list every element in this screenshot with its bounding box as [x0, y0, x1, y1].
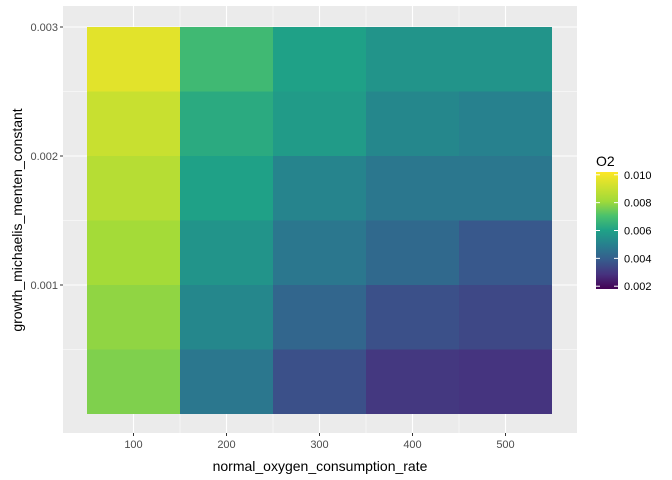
heatmap-tile [87, 220, 180, 285]
heatmap-tile [366, 349, 459, 414]
heatmap-tile [459, 156, 552, 221]
x-axis-title: normal_oxygen_consumption_rate [213, 458, 428, 474]
heatmap-tile [87, 349, 180, 414]
heatmap-tile [459, 220, 552, 285]
x-tick-label: 200 [217, 439, 235, 451]
legend-tick-label: 0.002 [624, 281, 652, 293]
heatmap-tile [180, 91, 273, 156]
heatmap-tile [273, 285, 366, 350]
heatmap-tile [273, 27, 366, 92]
heatmap-tile [273, 220, 366, 285]
heatmap-tile [180, 220, 273, 285]
y-tick-label: 0.002 [30, 151, 58, 163]
legend-tick-label: 0.004 [624, 253, 652, 265]
heatmap-tile [366, 285, 459, 350]
heatmap-tile [180, 27, 273, 92]
legend-tick-label: 0.008 [624, 198, 652, 210]
legend-colorbar [596, 172, 618, 289]
heatmap-tile [273, 91, 366, 156]
heatmap-tile [366, 91, 459, 156]
heatmap-tile [180, 285, 273, 350]
y-tick-label: 0.003 [30, 22, 58, 34]
y-tick-label: 0.001 [30, 280, 58, 292]
heatmap-tile [87, 156, 180, 221]
legend-title: O2 [596, 153, 615, 169]
heatmap-tiles [87, 27, 552, 414]
heatmap-tile [87, 91, 180, 156]
heatmap-tile [87, 285, 180, 350]
heatmap-tile [273, 349, 366, 414]
heatmap-tile [459, 91, 552, 156]
heatmap-tile [180, 156, 273, 221]
heatmap-tile [180, 349, 273, 414]
heatmap-tile [87, 27, 180, 92]
heatmap-tile [459, 285, 552, 350]
x-tick-label: 100 [124, 439, 142, 451]
legend-tick-label: 0.006 [624, 226, 652, 238]
legend-ticks: 0.010 0.008 0.006 0.004 0.002 [596, 170, 652, 293]
x-tick-label: 400 [403, 439, 421, 451]
heatmap-tile [273, 156, 366, 221]
heatmap-tile [366, 27, 459, 92]
x-tick-label: 300 [310, 439, 328, 451]
legend-tick-label: 0.010 [624, 170, 652, 182]
x-tick-label: 500 [496, 439, 514, 451]
x-axis-ticks: 100 200 300 400 500 [124, 433, 515, 451]
y-axis-ticks: 0.001 0.002 0.003 [30, 22, 63, 292]
heatmap-tile [459, 27, 552, 92]
heatmap-tile [366, 220, 459, 285]
heatmap-tile [459, 349, 552, 414]
y-axis-title: growth_michaelis_menten_constant [9, 108, 25, 331]
heatmap-tile [366, 156, 459, 221]
